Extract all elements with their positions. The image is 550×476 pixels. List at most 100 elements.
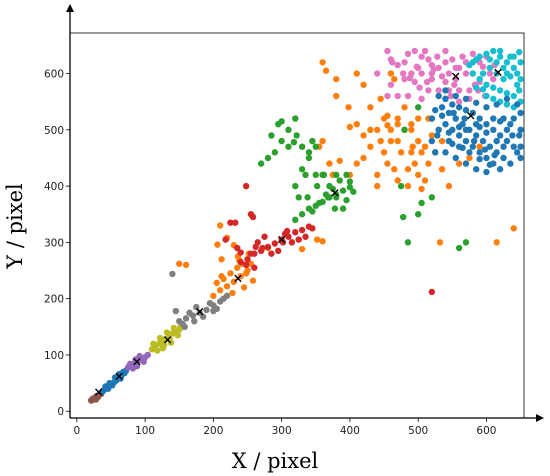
data-point bbox=[290, 138, 298, 146]
data-point bbox=[416, 84, 423, 91]
data-point bbox=[319, 59, 326, 66]
data-point bbox=[374, 182, 381, 190]
data-point bbox=[500, 154, 507, 162]
data-point bbox=[459, 53, 466, 60]
data-point bbox=[278, 118, 285, 125]
data-point bbox=[490, 115, 497, 122]
y-tick-label: 500 bbox=[44, 125, 64, 137]
centroid-marker bbox=[331, 189, 339, 197]
data-point bbox=[216, 287, 224, 294]
data-point bbox=[391, 166, 398, 173]
data-point bbox=[394, 92, 401, 100]
data-point bbox=[374, 171, 381, 179]
data-point bbox=[159, 345, 167, 352]
data-point bbox=[129, 365, 137, 372]
data-point bbox=[404, 182, 412, 190]
data-point bbox=[259, 244, 266, 252]
data-point bbox=[455, 104, 463, 111]
data-point bbox=[105, 385, 112, 392]
data-point bbox=[476, 115, 483, 122]
data-point bbox=[345, 104, 352, 111]
data-point bbox=[380, 149, 388, 156]
data-point bbox=[387, 70, 395, 77]
data-point bbox=[452, 154, 459, 162]
data-point bbox=[210, 307, 217, 315]
data-point bbox=[447, 92, 455, 100]
data-point bbox=[418, 70, 425, 77]
data-point bbox=[360, 132, 367, 139]
data-point bbox=[452, 92, 459, 100]
data-point bbox=[227, 270, 234, 277]
data-point bbox=[295, 236, 302, 243]
data-point bbox=[237, 258, 244, 266]
data-point bbox=[503, 90, 511, 97]
data-point bbox=[292, 229, 299, 236]
data-point bbox=[483, 81, 490, 88]
data-point bbox=[275, 247, 282, 255]
data-point bbox=[377, 95, 384, 103]
data-point bbox=[481, 146, 489, 153]
data-point bbox=[384, 160, 391, 167]
data-point bbox=[227, 219, 234, 226]
data-point bbox=[216, 222, 224, 229]
data-point bbox=[172, 307, 180, 315]
data-point bbox=[408, 70, 415, 77]
data-point bbox=[428, 137, 436, 145]
centroid-marker bbox=[94, 388, 103, 396]
y-tick-label: 400 bbox=[44, 181, 64, 193]
data-point bbox=[413, 63, 421, 70]
data-point bbox=[401, 126, 408, 134]
data-point bbox=[336, 177, 343, 184]
data-point bbox=[503, 70, 511, 77]
data-point bbox=[401, 75, 408, 83]
data-point bbox=[516, 87, 523, 94]
data-point bbox=[242, 182, 250, 190]
data-point bbox=[496, 53, 504, 60]
data-point bbox=[496, 47, 504, 55]
data-point bbox=[154, 347, 161, 354]
data-point bbox=[293, 132, 300, 139]
data-point bbox=[222, 236, 229, 243]
data-point bbox=[442, 120, 449, 128]
data-point bbox=[326, 182, 333, 190]
data-point bbox=[455, 87, 463, 94]
data-point bbox=[374, 126, 381, 134]
data-point bbox=[455, 98, 463, 105]
y-tick-label: 200 bbox=[44, 294, 64, 306]
data-point bbox=[486, 161, 494, 168]
data-point bbox=[425, 87, 432, 94]
data-point bbox=[438, 137, 446, 145]
data-point bbox=[483, 154, 490, 162]
data-point bbox=[218, 256, 225, 263]
data-point bbox=[466, 87, 473, 94]
data-point bbox=[449, 56, 456, 63]
data-point bbox=[462, 70, 470, 77]
data-point bbox=[186, 309, 193, 316]
data-point bbox=[394, 115, 401, 122]
data-point bbox=[313, 182, 321, 190]
data-point bbox=[462, 95, 470, 103]
data-point bbox=[490, 75, 497, 83]
data-point bbox=[244, 256, 251, 263]
data-point bbox=[242, 261, 250, 269]
data-point bbox=[389, 59, 396, 66]
data-point bbox=[409, 143, 416, 150]
data-point bbox=[384, 112, 391, 119]
data-point bbox=[411, 47, 418, 55]
data-point bbox=[476, 155, 483, 163]
data-point bbox=[404, 92, 412, 100]
centroid-marker bbox=[133, 358, 141, 366]
data-point bbox=[445, 70, 453, 77]
data-point bbox=[510, 115, 517, 122]
y-axis-label: Y / pixel bbox=[3, 183, 27, 270]
data-point bbox=[174, 332, 182, 339]
data-point bbox=[156, 334, 164, 342]
data-point bbox=[496, 166, 504, 173]
data-point bbox=[462, 160, 470, 167]
data-point bbox=[384, 92, 391, 100]
data-point bbox=[496, 132, 504, 139]
data-point bbox=[404, 239, 412, 246]
data-point bbox=[462, 239, 470, 246]
centroid-marker bbox=[494, 68, 502, 77]
data-point bbox=[249, 277, 257, 284]
